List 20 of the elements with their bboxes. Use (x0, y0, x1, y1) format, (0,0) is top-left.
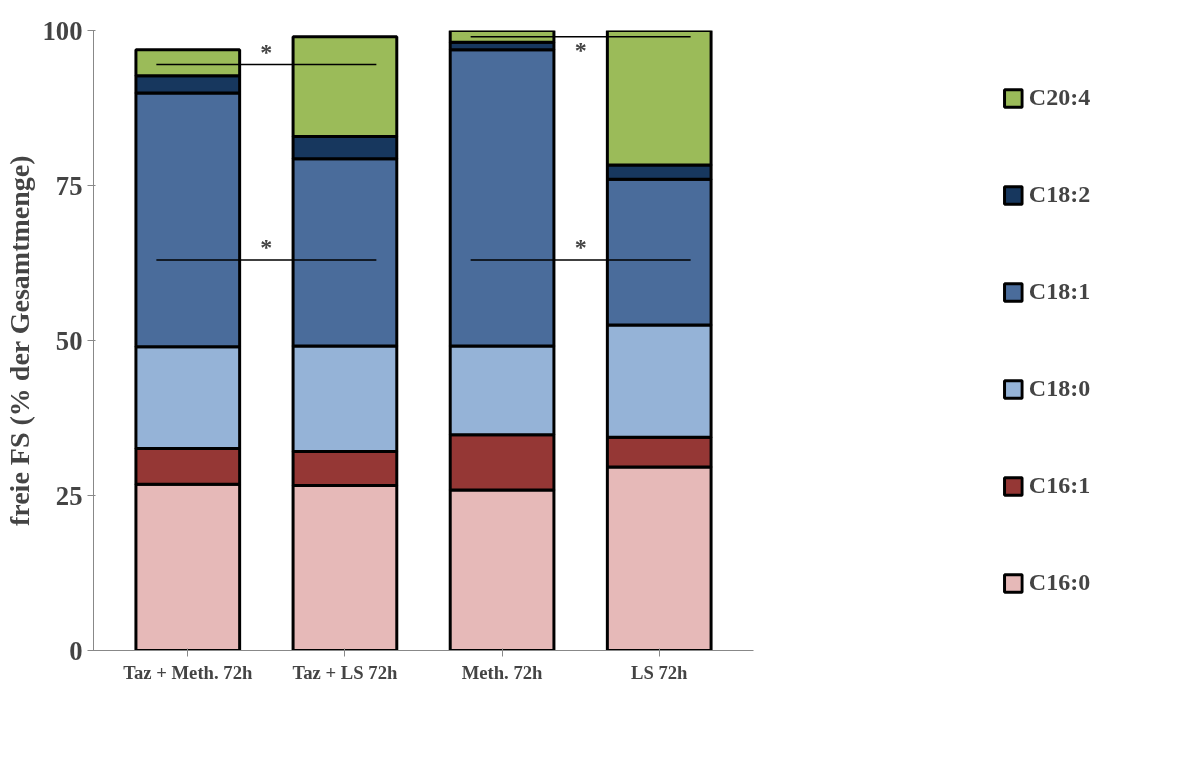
annotation: * (574, 233, 587, 260)
legend-label: C18:1 (1028, 278, 1091, 305)
legend-label: C18:0 (1028, 375, 1091, 402)
legend-label: C18:2 (1028, 181, 1091, 208)
legend-label: C16:0 (1028, 569, 1091, 596)
legend-label: C16:1 (1028, 472, 1091, 499)
x-tick-label: Taz + LS 72h (292, 661, 398, 683)
y-tick-label: 0 (69, 635, 83, 666)
annotation: * (260, 233, 273, 260)
annotation: * (260, 38, 273, 65)
y-axis-title: freie FS (% der Gesamtmenge) (3, 155, 35, 527)
y-tick-label: 25 (55, 480, 83, 511)
y-tick-label: 50 (55, 325, 83, 356)
y-tick-label: 100 (42, 15, 83, 46)
annotation: * (574, 36, 587, 63)
legend-label: C20:4 (1028, 84, 1091, 111)
x-tick-label: Meth. 72h (461, 661, 544, 683)
x-tick-label: LS 72h (630, 661, 689, 683)
y-tick-label: 75 (55, 170, 83, 201)
x-tick-label: Taz + Meth. 72h (123, 661, 253, 683)
